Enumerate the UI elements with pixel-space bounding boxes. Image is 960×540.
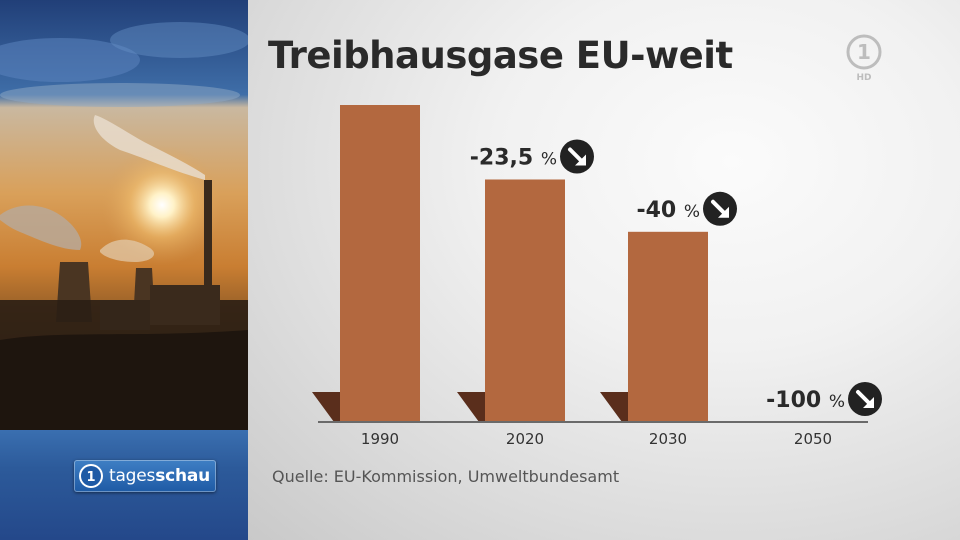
- arrow-down-right-icon-2030: [703, 191, 737, 226]
- data-label-2050: -100 %: [766, 388, 845, 413]
- bar-shadow-2030: [600, 392, 628, 422]
- ard-logo-digit: 1: [857, 40, 871, 64]
- ard-channel-logo: 1 HD: [846, 34, 882, 82]
- arrow-down-right-icon-2050: [848, 382, 882, 416]
- x-tick-2050: 2050: [794, 430, 832, 448]
- data-label-2030: -40 %: [636, 198, 700, 223]
- bar-2030: [628, 231, 708, 422]
- arrow-down-right-icon-2020: [560, 139, 594, 174]
- bar-chart: 1990 2020 -23,5 % 2030 -40 % 2050 -100 %: [312, 105, 882, 448]
- bar-shadow-1990: [312, 392, 340, 422]
- source-note: Quelle: EU-Kommission, Umweltbundesamt: [272, 467, 620, 486]
- x-tick-2020: 2020: [506, 430, 544, 448]
- x-tick-1990: 1990: [361, 430, 399, 448]
- tagesschau-logo: 1 tagesschau: [74, 460, 216, 492]
- data-label-2020: -23,5 %: [470, 145, 557, 170]
- power-plant-photo: [0, 0, 248, 430]
- tagesschau-wordmark: tagesschau: [109, 466, 211, 486]
- bar-1990: [340, 105, 420, 422]
- hd-label: HD: [856, 73, 871, 82]
- bar-shadow-2020: [457, 392, 485, 422]
- chart-title: Treibhausgase EU-weit: [268, 34, 733, 77]
- bar-2020: [485, 179, 565, 422]
- emblem-digit: 1: [86, 470, 95, 485]
- left-image-panel: 1 tagesschau: [0, 0, 248, 540]
- x-tick-2030: 2030: [649, 430, 687, 448]
- ard-emblem-icon: 1: [79, 464, 103, 488]
